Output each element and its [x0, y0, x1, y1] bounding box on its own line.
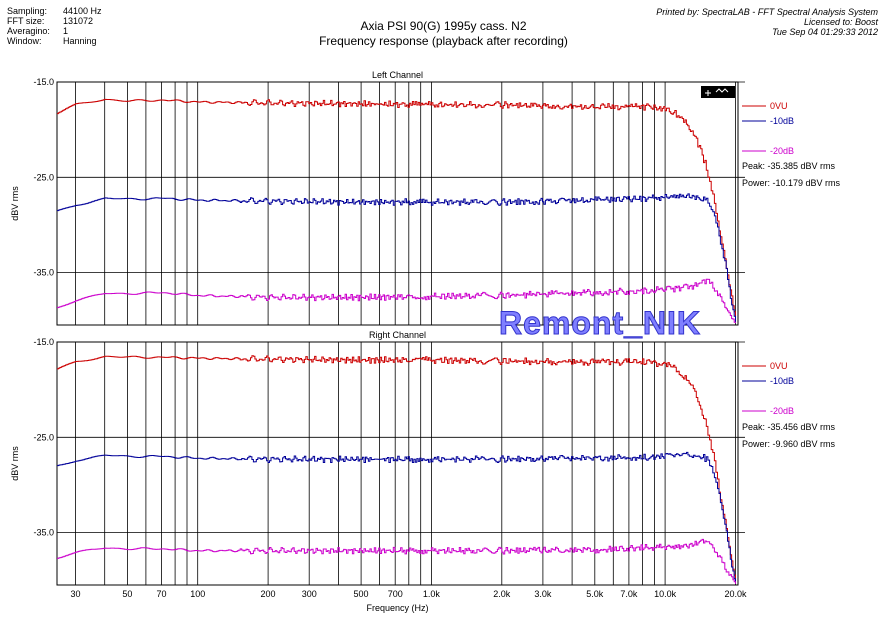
measurement-parameter-values: 44100 Hz 131072 1 Hanning — [63, 6, 102, 46]
param-value-0: 44100 Hz — [63, 6, 102, 16]
x-tick-label: 30 — [70, 589, 80, 599]
power-readout: Power: -10.179 dBV rms — [742, 178, 841, 188]
x-tick-label: 10.0k — [654, 589, 677, 599]
y-axis-label: dBV rms — [10, 186, 20, 221]
y-tick-label: -15.0 — [33, 77, 54, 87]
x-tick-label: 200 — [261, 589, 276, 599]
legend-label: -10dB — [770, 376, 794, 386]
print-date-line: Tue Sep 04 01:29:33 2012 — [772, 27, 878, 37]
series-line-left--10dB — [57, 193, 736, 323]
legend-label: -10dB — [770, 116, 794, 126]
y-tick-label: -15.0 — [33, 337, 54, 347]
x-tick-label: 500 — [354, 589, 369, 599]
series-line-right-0VU — [57, 355, 736, 584]
x-tick-label: 3.0k — [534, 589, 552, 599]
panel-title: Right Channel — [369, 330, 426, 340]
param-name-3: Window: — [7, 36, 42, 46]
x-tick-label: 50 — [122, 589, 132, 599]
param-name-2: Averagino: — [7, 26, 50, 36]
series-line-right--10dB — [57, 451, 736, 584]
power-readout: Power: -9.960 dBV rms — [742, 439, 836, 449]
watermark-text: Remont_NIK — [498, 305, 702, 342]
chart-title-line1: Axia PSI 90(G) 1995y cass. N2 — [360, 19, 527, 33]
plot-frame — [56, 341, 739, 586]
plot-frame — [56, 81, 739, 326]
param-name-0: Sampling: — [7, 6, 48, 16]
panel-title: Left Channel — [372, 70, 423, 80]
peak-readout: Peak: -35.385 dBV rms — [742, 161, 836, 171]
x-tick-label: 100 — [190, 589, 205, 599]
x-tick-label: 1.0k — [423, 589, 441, 599]
measurement-parameter-names: Sampling: FFT size: Averagino: Window: — [7, 6, 50, 46]
legend-label: -20dB — [770, 406, 794, 416]
x-tick-label: 300 — [302, 589, 317, 599]
series-line-right--20dB — [57, 538, 736, 584]
waveform-icon — [705, 88, 729, 96]
y-tick-label: -35.0 — [33, 268, 54, 278]
x-tick-label: 2.0k — [493, 589, 511, 599]
x-tick-label: 7.0k — [620, 589, 638, 599]
x-axis-label: Frequency (Hz) — [366, 603, 428, 613]
x-tick-label: 5.0k — [586, 589, 604, 599]
chart-title: Axia PSI 90(G) 1995y cass. N2 Frequency … — [0, 19, 887, 49]
param-value-2: 1 — [63, 26, 69, 36]
y-tick-label: -25.0 — [33, 172, 54, 182]
param-value-1: 131072 — [63, 16, 94, 26]
print-options-icon — [701, 86, 735, 98]
x-tick-label: 70 — [156, 589, 166, 599]
legend-label: -20dB — [770, 146, 794, 156]
param-name-1: FFT size: — [7, 16, 45, 26]
series-line-left--20dB — [57, 278, 736, 324]
printed-by-line: Printed by: SpectraLAB - FFT Spectral An… — [656, 7, 878, 17]
licensed-to-line: Licensed to: Boost — [803, 17, 878, 27]
printed-by-info: Printed by: SpectraLAB - FFT Spectral An… — [656, 7, 878, 37]
y-tick-label: -35.0 — [33, 528, 54, 538]
chart-title-line2: Frequency response (playback after recor… — [319, 34, 568, 48]
x-tick-label: 700 — [388, 589, 403, 599]
y-tick-label: -25.0 — [33, 432, 54, 442]
peak-readout: Peak: -35.456 dBV rms — [742, 422, 836, 432]
y-axis-label: dBV rms — [10, 446, 20, 481]
x-tick-label: 20.0k — [724, 589, 747, 599]
legend-label: 0VU — [770, 361, 788, 371]
param-value-3: Hanning — [63, 36, 97, 46]
series-line-left-0VU — [57, 98, 736, 321]
legend-label: 0VU — [770, 101, 788, 111]
